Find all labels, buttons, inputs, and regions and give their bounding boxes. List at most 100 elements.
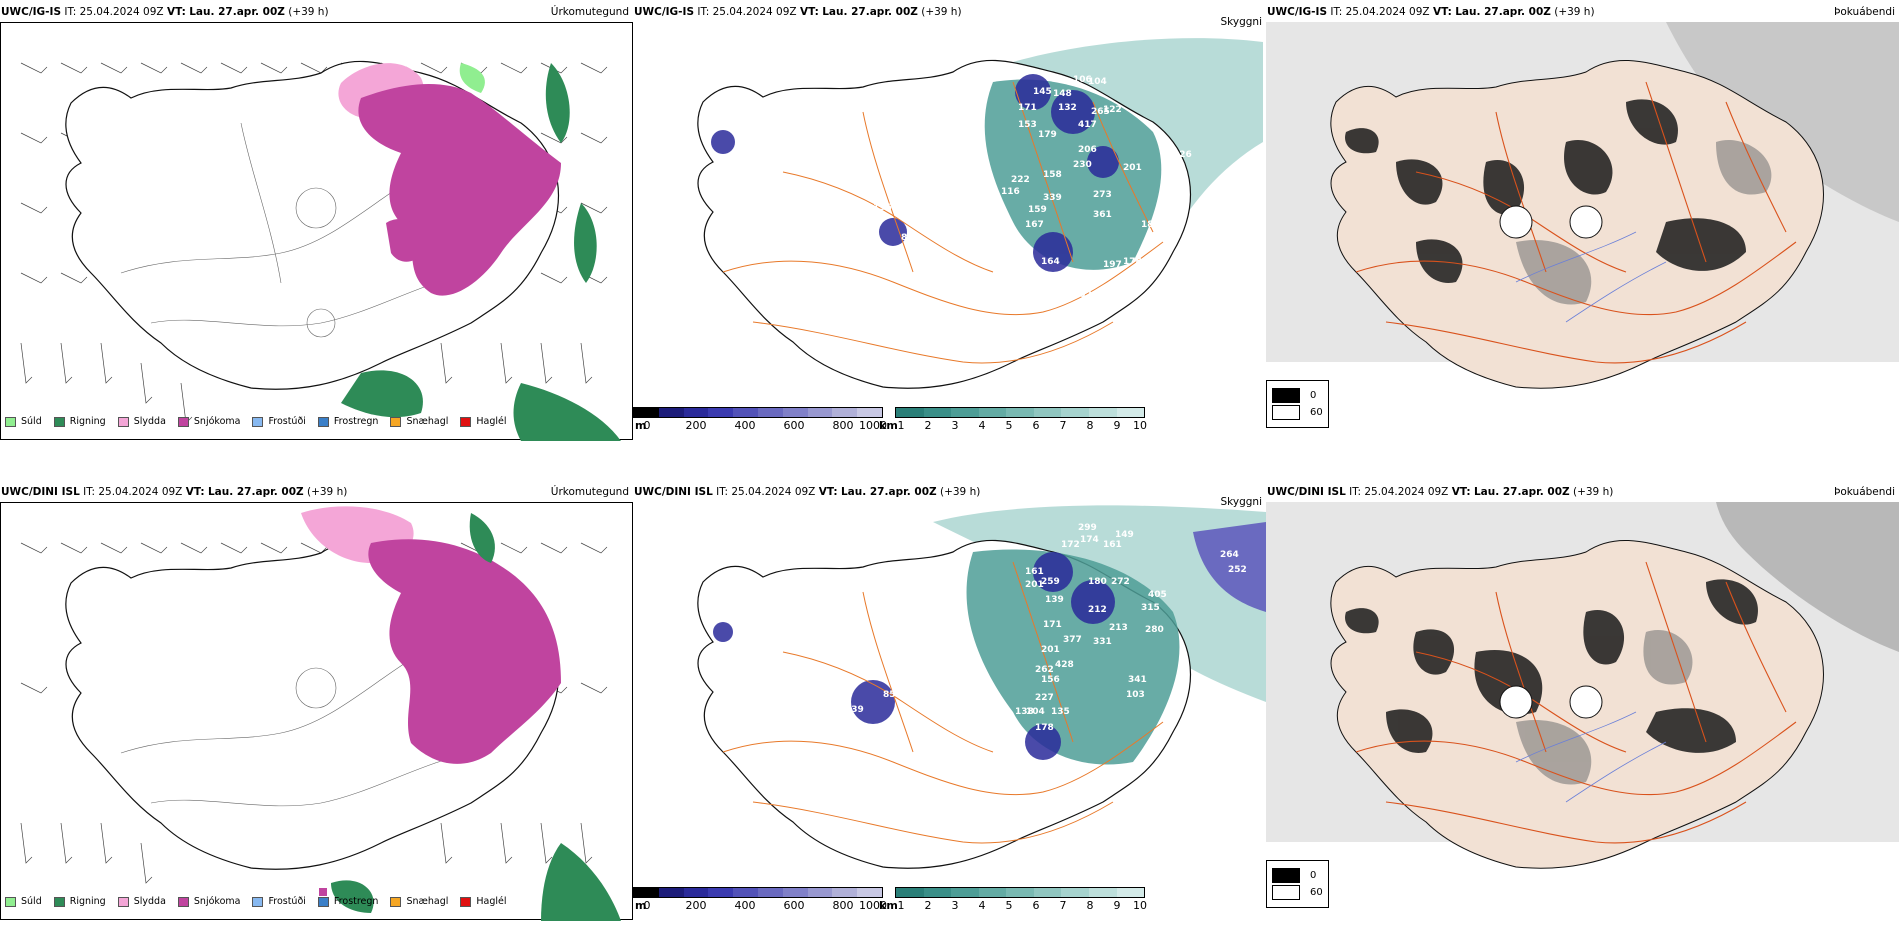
legend-swatch: [117, 896, 129, 907]
visibility-panel-dini: UWC/DINI ISL IT: 25.04.2024 09Z VT: Lau.…: [633, 480, 1266, 943]
legend-item: Súld: [5, 896, 42, 907]
road-network: [722, 81, 1164, 364]
fog-map-svg: [1266, 22, 1899, 389]
panel-header: UWC/IG-IS IT: 25.04.2024 09Z VT: Lau. 27…: [1, 6, 329, 18]
vis-label: 201: [1123, 163, 1142, 173]
vis-label: 230: [1073, 160, 1092, 170]
colorbar-ticks: m 0 200 400 600 800 1000: [633, 418, 887, 432]
vis-label: 272: [1111, 577, 1130, 587]
colorbar-unit: km: [879, 419, 898, 432]
colorbar-strip: [633, 887, 883, 898]
vis-colorbar-m: m 0 200 400 600 800 1000: [633, 407, 887, 432]
visibility-map-svg: 299 174 161 149 172 161 201 259 180 272 …: [697, 505, 1266, 869]
legend-item: Rigning: [53, 416, 106, 427]
panel-title: Skyggni: [1220, 16, 1263, 28]
legend-swatch: [53, 896, 65, 907]
legend-item: Frostúði: [252, 896, 306, 907]
vis-label: 139: [1045, 595, 1064, 605]
legend-item: Snæhagl: [390, 896, 448, 907]
tick-label: 2: [924, 899, 932, 912]
vis-colorbar-km: km 1 2 3 4 5 6 7 8 9 10: [879, 407, 1147, 432]
legend-item: Haglél: [460, 416, 507, 427]
fog-index-panel-dini: UWC/DINI ISL IT: 25.04.2024 09Z VT: Lau.…: [1266, 480, 1899, 943]
vis-label: 122: [1103, 105, 1122, 115]
tick-label: 3: [951, 899, 959, 912]
fog-map-svg: [1266, 502, 1899, 869]
glacier: [1569, 685, 1603, 719]
vis-label: 158: [1043, 170, 1062, 180]
legend-item: Frostregn: [317, 416, 378, 427]
vis-label: 161: [1025, 567, 1044, 577]
legend-swatch: [390, 896, 402, 907]
vis-label: 172: [1061, 540, 1080, 550]
drizzle-area: [459, 63, 485, 93]
tick-label: 1: [897, 899, 905, 912]
rain-areas: [341, 63, 621, 441]
vis-value-labels: 299 174 161 149 172 161 201 259 180 272 …: [765, 523, 1247, 733]
vis-label: 90: [828, 705, 841, 715]
colorbar-ticks: km 1 2 3 4 5 6 7 8 9 10: [879, 898, 1147, 912]
colorbar-unit: m: [635, 419, 647, 432]
vis-label: 85: [883, 690, 896, 700]
fog-area: [966, 549, 1180, 765]
vis-label: 265: [1091, 107, 1110, 117]
tick-label: 200: [685, 899, 707, 912]
precip-map-svg: [20, 506, 621, 921]
tick-label: 9: [1113, 899, 1121, 912]
vis-label: 227: [1035, 693, 1054, 703]
colorbar-strip: [895, 407, 1145, 418]
panel-header: UWC/DINI ISL IT: 25.04.2024 09Z VT: Lau.…: [634, 486, 981, 498]
vis-label: 202: [1073, 290, 1092, 300]
vis-label: 48: [843, 223, 856, 233]
visibility-map: 299 174 161 149 172 161 201 259 180 272 …: [633, 502, 1266, 920]
precip-type-panel-ig: UWC/IG-IS IT: 25.04.2024 09Z VT: Lau. 27…: [0, 0, 633, 463]
vis-label: 377: [1063, 635, 1082, 645]
vis-label: 417: [1078, 120, 1097, 130]
legend-swatch: [317, 896, 329, 907]
vis-label: 189: [1141, 220, 1160, 230]
fog-legend-item: 60: [1272, 405, 1323, 420]
fog-area: [984, 79, 1162, 270]
legend-swatch: [5, 416, 16, 427]
vis-label: 171: [1018, 103, 1037, 113]
tick-label: 8: [1086, 899, 1094, 912]
tick-label: 4: [978, 419, 986, 432]
tick-label: 2: [924, 419, 932, 432]
tick-label: 1000: [859, 899, 887, 912]
snow-areas: [368, 539, 561, 764]
panel-header: UWC/IG-IS IT: 25.04.2024 09Z VT: Lau. 27…: [1267, 6, 1595, 18]
legend-item: Haglél: [460, 896, 507, 907]
tick-label: 3: [951, 419, 959, 432]
colorbar-unit: m: [635, 899, 647, 912]
vis-label: 264: [1220, 550, 1239, 560]
legend-swatch: [5, 896, 16, 907]
tick-label: 1: [897, 419, 905, 432]
vis-label: 102: [765, 710, 784, 720]
vis-label: 222: [1011, 175, 1030, 185]
vis-label: 153: [1018, 120, 1037, 130]
visibility-map-svg: 106 145 148 132 104 265 122 171 153 179 …: [697, 38, 1263, 389]
legend-item: Súld: [5, 416, 42, 427]
tick-label: 5: [1005, 899, 1013, 912]
tick-label: 9: [1113, 419, 1121, 432]
vis-label: 178: [1123, 257, 1142, 267]
panel-title: Þokuábendi: [1834, 486, 1895, 498]
fog-index-panel-ig: UWC/IG-IS IT: 25.04.2024 09Z VT: Lau. 27…: [1266, 0, 1899, 463]
legend-swatch: [460, 416, 472, 427]
vis-label: 161: [1103, 540, 1122, 550]
colorbar-strip: [633, 407, 883, 418]
visibility-map: 106 145 148 132 104 265 122 171 153 179 …: [633, 22, 1266, 440]
vis-label: 259: [1041, 577, 1060, 587]
panel-title: Úrkomutegund: [550, 486, 629, 498]
panel-header: UWC/DINI ISL IT: 25.04.2024 09Z VT: Lau.…: [1267, 486, 1614, 498]
legend-swatch: [117, 416, 129, 427]
vis-label: 361: [1093, 210, 1112, 220]
snow-patch: [319, 888, 327, 896]
vis-label: 428: [1055, 660, 1074, 670]
colorbar-ticks: km 1 2 3 4 5 6 7 8 9 10: [879, 418, 1147, 432]
tick-label: 800: [832, 899, 854, 912]
vis-label: 405: [1148, 590, 1167, 600]
vis-label: 182: [828, 220, 847, 230]
colorbar-ticks: m 0 200 400 600 800 1000: [633, 898, 887, 912]
precip-map-svg: [20, 60, 621, 441]
